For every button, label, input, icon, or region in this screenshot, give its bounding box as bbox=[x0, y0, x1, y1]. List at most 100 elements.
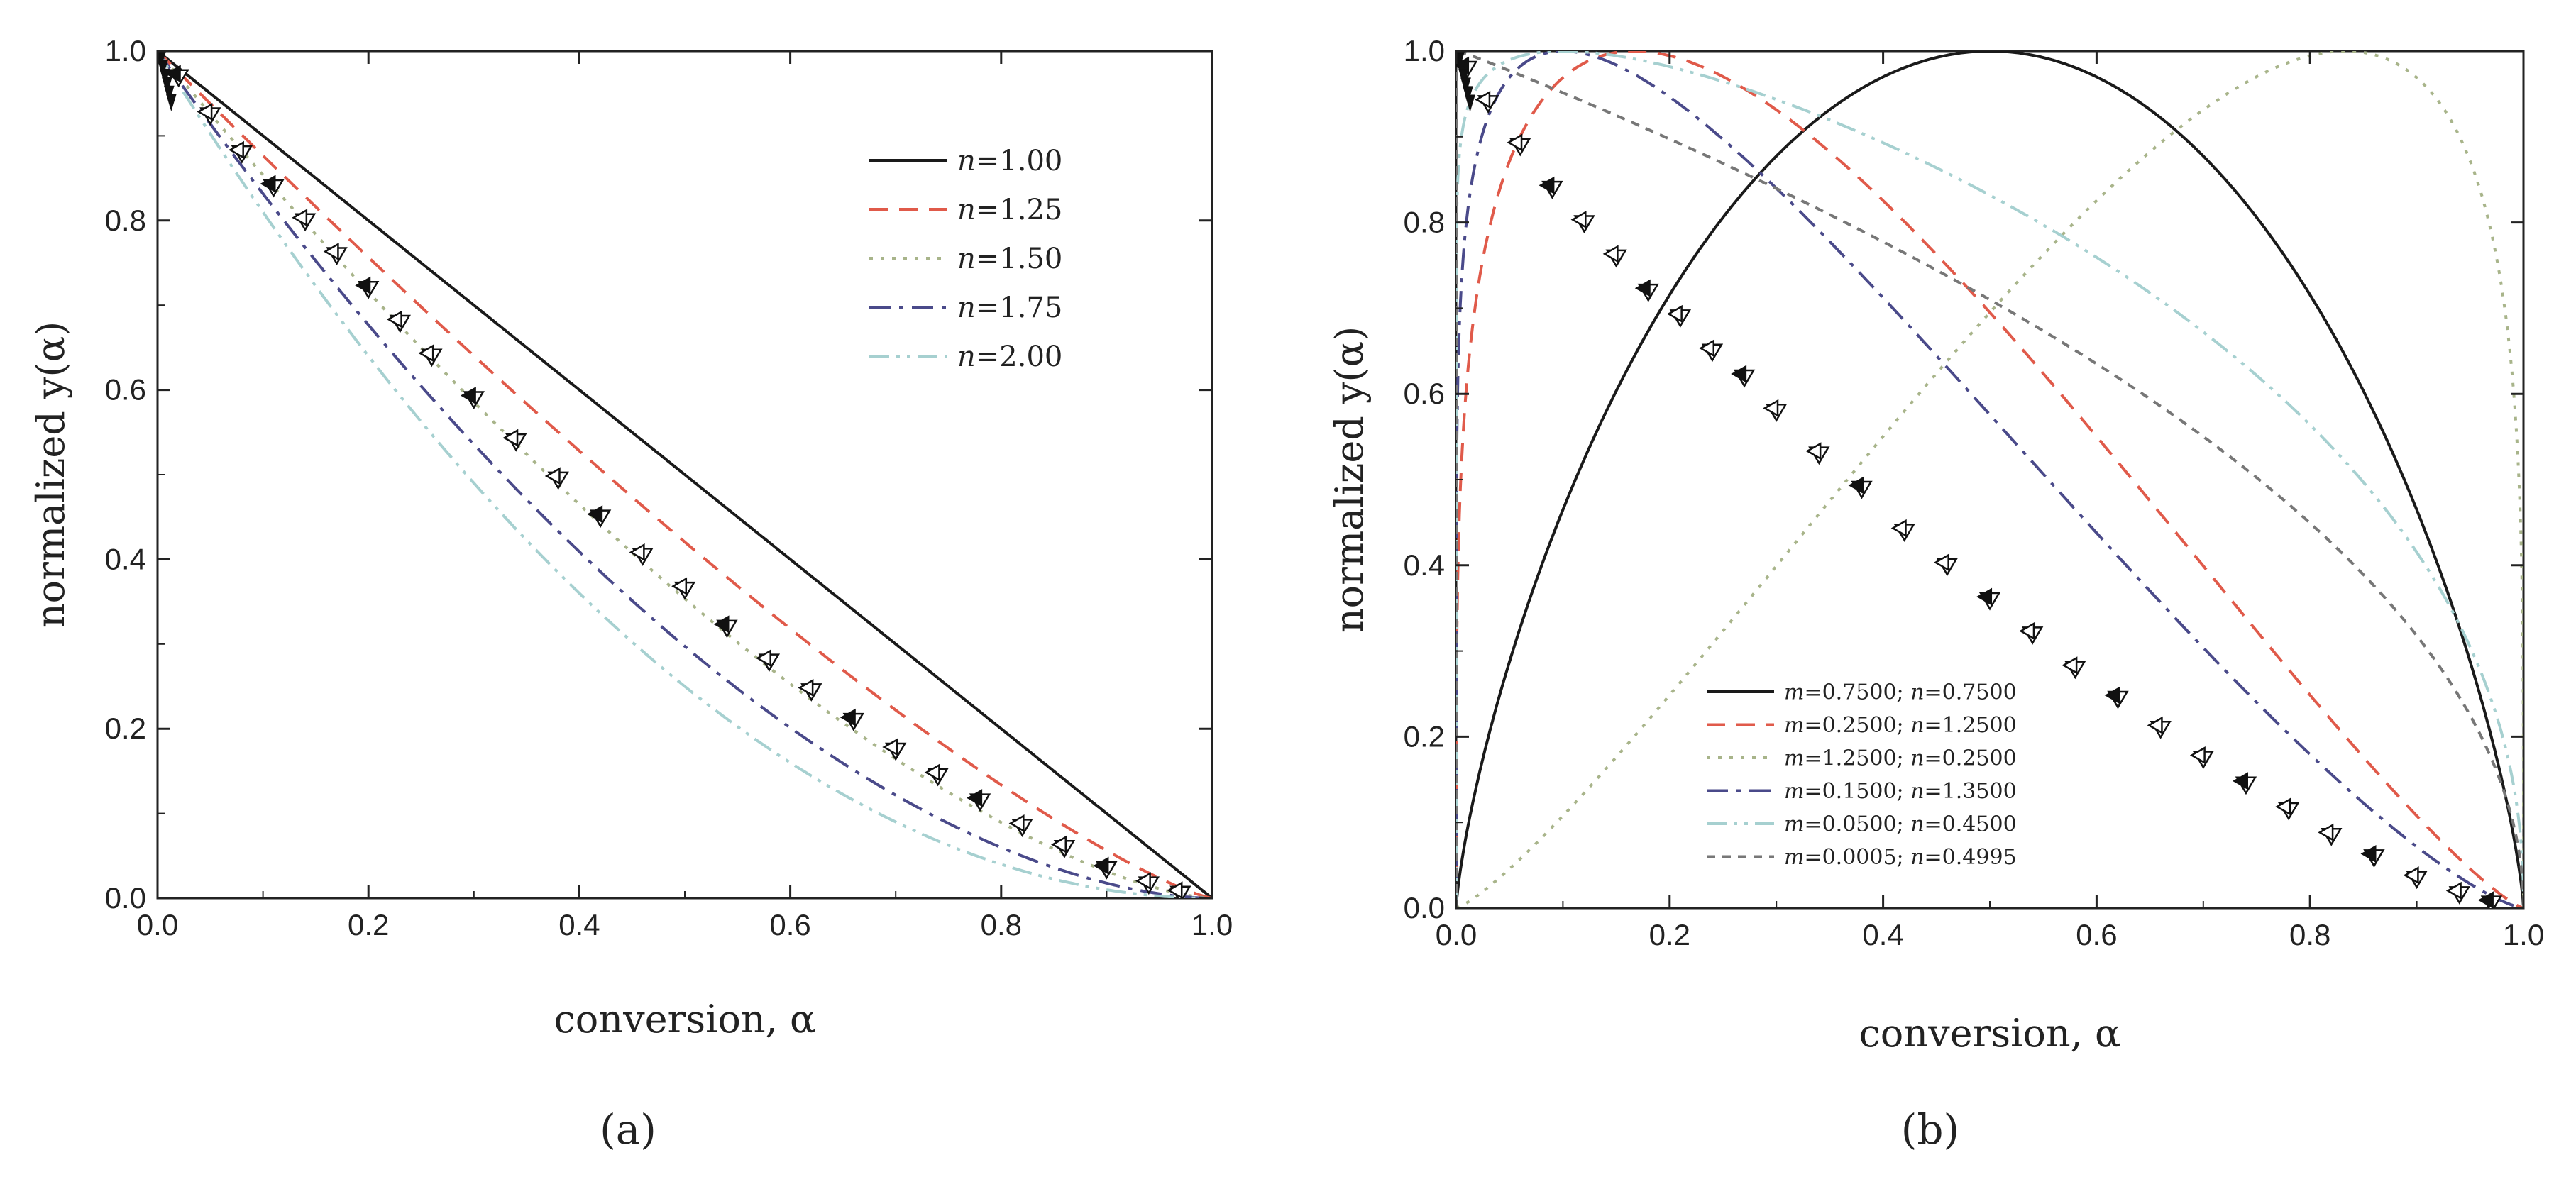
legend-label-1: m=0.7500; n=0.7500 bbox=[1784, 680, 2017, 705]
data-point-filled bbox=[165, 65, 181, 83]
data-point-filled bbox=[292, 209, 308, 227]
legend-label-5: n=2.00 bbox=[957, 341, 1062, 373]
data-point-filled bbox=[2189, 746, 2206, 765]
data-point-filled bbox=[460, 386, 476, 405]
series-line-5 bbox=[158, 51, 1212, 898]
data-point-filled bbox=[924, 763, 940, 782]
legend-label-6: m=0.0005; n=0.4995 bbox=[1784, 845, 2017, 870]
data-point-filled bbox=[2062, 656, 2078, 675]
data-point-filled bbox=[629, 543, 645, 561]
legend-label-4: n=1.75 bbox=[957, 292, 1062, 324]
data-point-origin bbox=[165, 94, 177, 112]
data-point-filled bbox=[197, 102, 213, 121]
x-tick-label: 0.6 bbox=[2076, 918, 2117, 951]
data-point-filled bbox=[671, 577, 688, 595]
data-point-filled bbox=[1848, 476, 1864, 494]
data-point-filled bbox=[1475, 90, 1491, 109]
data-point-origin bbox=[162, 77, 172, 95]
data-point-filled bbox=[1731, 365, 1747, 383]
legend-label-4: m=0.1500; n=1.3500 bbox=[1784, 779, 2017, 804]
data-point-filled bbox=[2360, 844, 2377, 863]
panel-label-a: (a) bbox=[600, 1105, 656, 1154]
data-point-filled bbox=[386, 310, 402, 328]
legend-a: n=1.00 n=1.25 n=1.50 n=1.75 n=2.00 bbox=[869, 145, 1062, 373]
data-point-origin bbox=[158, 60, 168, 78]
data-point-filled bbox=[1167, 881, 1183, 898]
data-point-filled bbox=[2477, 891, 2494, 908]
data-point-filled bbox=[502, 429, 519, 447]
y-tick-label: 0.4 bbox=[1404, 548, 1445, 582]
data-point-filled bbox=[1890, 519, 1907, 538]
y-axis-title-b: normalized y(α) bbox=[1327, 326, 1372, 633]
x-tick-label: 0.6 bbox=[769, 908, 810, 941]
data-point-origin bbox=[160, 68, 170, 87]
data-point-filled bbox=[798, 678, 814, 697]
data-point-filled bbox=[587, 505, 603, 524]
x-axis-title-b: conversion, α bbox=[1859, 1011, 2121, 1056]
data-point-filled bbox=[260, 175, 276, 193]
series-line-6 bbox=[1456, 51, 2523, 908]
data-point-origin bbox=[1460, 77, 1471, 95]
x-tick-label: 1.0 bbox=[1191, 908, 1233, 941]
y-tick-label: 1.0 bbox=[1404, 34, 1445, 67]
legend-label-2: n=1.25 bbox=[957, 194, 1062, 226]
data-point-filled bbox=[2019, 621, 2035, 640]
y-tick-label: 0.6 bbox=[105, 373, 146, 407]
panel-label-b: (b) bbox=[1901, 1105, 1959, 1154]
series-line-4 bbox=[1456, 51, 2523, 908]
legend-label-2: m=0.2500; n=1.2500 bbox=[1784, 713, 2017, 738]
x-tick-label: 0.0 bbox=[137, 908, 178, 941]
data-point-filled bbox=[1539, 176, 1555, 194]
data-point-filled bbox=[2233, 772, 2249, 790]
series-line-2 bbox=[158, 51, 1212, 898]
data-point-filled bbox=[1570, 211, 1587, 229]
series-line-1 bbox=[158, 51, 1212, 898]
legend-label-1: n=1.00 bbox=[957, 145, 1062, 177]
x-axis-title-a: conversion, α bbox=[554, 997, 816, 1041]
data-point-filled bbox=[2403, 866, 2419, 885]
x-tick-label: 0.4 bbox=[558, 908, 600, 941]
data-point-origin bbox=[1465, 94, 1475, 112]
data-point-filled bbox=[1051, 835, 1067, 853]
x-tick-label: 0.4 bbox=[1862, 918, 1903, 951]
data-point-filled bbox=[755, 649, 771, 668]
data-point-filled bbox=[1093, 856, 1109, 875]
y-tick-label: 1.0 bbox=[105, 34, 146, 67]
series-line-1 bbox=[1456, 51, 2523, 908]
x-tick-label: 0.2 bbox=[1649, 918, 1690, 951]
legend-b: m=0.7500; n=0.7500 m=0.2500; n=1.2500 m=1.… bbox=[1707, 680, 2017, 870]
data-point-filled bbox=[544, 467, 561, 485]
data-point-filled bbox=[2445, 881, 2462, 900]
y-axis-title-a: normalized y(α) bbox=[28, 321, 73, 628]
data-point-filled bbox=[967, 789, 983, 807]
series-line-4 bbox=[158, 51, 1212, 898]
data-point-origin bbox=[164, 85, 175, 104]
data-point-filled bbox=[2147, 716, 2163, 734]
y-tick-label: 0.8 bbox=[105, 204, 146, 237]
data-point-filled bbox=[1805, 442, 1822, 460]
y-tick-label: 0.0 bbox=[105, 881, 146, 914]
data-point-filled bbox=[1602, 245, 1619, 263]
legend-label-3: m=1.2500; n=0.2500 bbox=[1784, 746, 2017, 771]
data-point-filled bbox=[1634, 279, 1651, 297]
data-point-filled bbox=[1135, 872, 1151, 890]
x-tick-label: 0.2 bbox=[348, 908, 389, 941]
plot-frame-b bbox=[1455, 50, 2525, 910]
y-tick-label: 0.8 bbox=[1404, 206, 1445, 239]
data-point-origin bbox=[1456, 52, 1465, 70]
legend-label-3: n=1.50 bbox=[957, 243, 1062, 275]
data-point-filled bbox=[1933, 553, 1949, 572]
y-tick-label: 0.2 bbox=[105, 712, 146, 745]
data-point-filled bbox=[882, 738, 898, 756]
data-point-filled bbox=[1507, 133, 1523, 152]
data-point-filled bbox=[1008, 814, 1025, 833]
legend-label-5: m=0.0500; n=0.4500 bbox=[1784, 812, 2017, 837]
y-tick-label: 0.6 bbox=[1404, 377, 1445, 410]
y-tick-label: 0.0 bbox=[1404, 891, 1445, 924]
y-tick-label: 0.2 bbox=[1404, 719, 1445, 753]
data-point-filled bbox=[713, 615, 730, 634]
axis-ticks-a: 0.0 0.2 0.4 0.6 0.8 1.0 0.0 0.2 0.4 0.6 0.8 1.0 bbox=[105, 34, 1233, 941]
data-point-filled bbox=[2104, 686, 2120, 704]
data-point-filled bbox=[2318, 823, 2334, 841]
